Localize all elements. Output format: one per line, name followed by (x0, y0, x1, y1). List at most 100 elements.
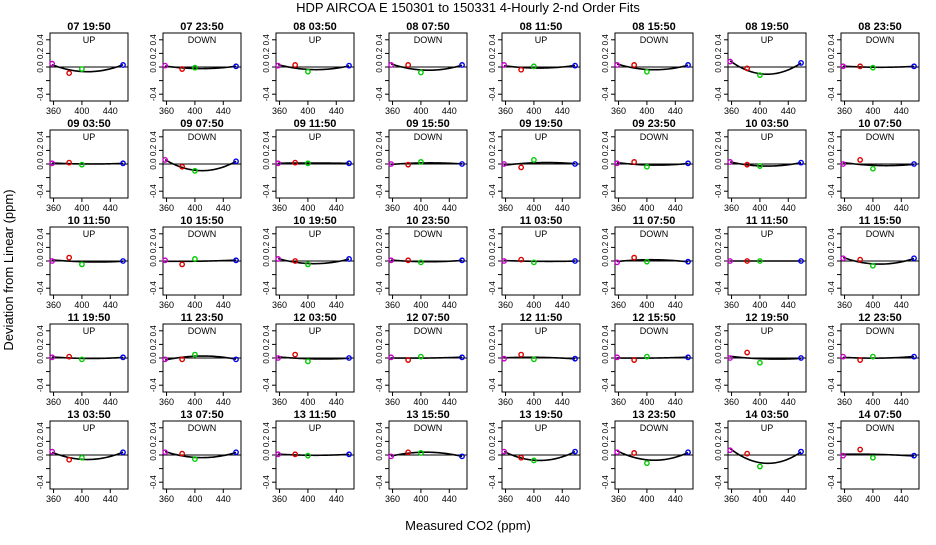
x-tick-label: 360 (46, 494, 61, 504)
x-tick-label: 440 (894, 300, 909, 310)
data-point (389, 454, 393, 458)
data-point (419, 354, 423, 358)
x-tick-label: 360 (611, 397, 626, 407)
y-tick-label: -0.4 (488, 184, 497, 198)
panel-direction-label: UP (83, 229, 96, 239)
data-point (50, 449, 54, 453)
y-tick-label: 0.4 (714, 422, 723, 434)
y-tick-label: -0.4 (714, 475, 723, 489)
x-tick-label: 440 (668, 106, 683, 116)
x-tick-label: 440 (894, 397, 909, 407)
y-tick-label: -0.4 (827, 87, 836, 101)
chart-title: HDP AIRCOA E 150301 to 150331 4-Hourly 2… (296, 0, 640, 15)
y-tick-label: 0.2 (375, 241, 384, 253)
y-tick-label: 0.2 (601, 241, 610, 253)
y-tick-label: 0.2 (488, 435, 497, 447)
x-tick-label: 440 (894, 494, 909, 504)
panel-title: 08 23:50 (858, 21, 901, 33)
x-tick-label: 400 (74, 203, 89, 213)
x-tick-label: 400 (526, 494, 541, 504)
fit-curve (617, 451, 688, 460)
x-tick-label: 400 (865, 203, 880, 213)
y-tick-label: 0.4 (375, 228, 384, 240)
x-tick-label: 440 (103, 106, 118, 116)
y-tick-label: -0.4 (827, 184, 836, 198)
y-tick-label: 0.0 (262, 449, 271, 461)
panel-direction-label: UP (761, 423, 774, 433)
y-tick-label: 0.2 (601, 47, 610, 59)
y-tick-label: -0.4 (36, 378, 45, 392)
y-tick-label: 0.4 (601, 34, 610, 46)
panel-direction-label: DOWN (414, 35, 443, 45)
data-point (406, 162, 410, 166)
panel-title: 12 23:50 (858, 312, 901, 324)
fit-curve (504, 357, 575, 359)
data-point (912, 256, 916, 260)
panel-direction-label: UP (309, 229, 322, 239)
x-tick-label: 440 (103, 397, 118, 407)
y-tick-label: 0.0 (488, 449, 497, 461)
fit-curve (391, 357, 462, 358)
y-tick-label: 0.2 (827, 144, 836, 156)
data-point (234, 357, 238, 361)
y-tick-label: -0.4 (149, 475, 158, 489)
panel-direction-label: UP (83, 132, 96, 142)
y-tick-label: 0.0 (36, 61, 45, 73)
x-tick-label: 440 (781, 397, 796, 407)
y-tick-label: 0.4 (149, 131, 158, 143)
panel-title: 11 23:50 (181, 312, 224, 324)
y-tick-label: 0.4 (714, 131, 723, 143)
x-tick-label: 400 (187, 203, 202, 213)
data-point (193, 457, 197, 461)
x-tick-label: 440 (781, 106, 796, 116)
panel-title: 10 03:50 (745, 118, 788, 130)
fit-curve (391, 452, 462, 456)
y-tick-label: 0.0 (375, 352, 384, 364)
y-tick-label: 0.4 (262, 422, 271, 434)
y-tick-label: 0.4 (36, 325, 45, 337)
panel-direction-label: UP (309, 423, 322, 433)
x-tick-label: 400 (413, 397, 428, 407)
x-tick-label: 440 (216, 300, 231, 310)
panel-direction-label: UP (761, 229, 774, 239)
x-tick-label: 400 (74, 300, 89, 310)
x-tick-label: 400 (639, 397, 654, 407)
data-point (758, 464, 762, 468)
y-tick-label: 0.4 (488, 34, 497, 46)
y-tick-label: -0.4 (488, 475, 497, 489)
panel-direction-label: DOWN (414, 326, 443, 336)
y-tick-label: 0.4 (827, 131, 836, 143)
y-tick-label: 0.4 (375, 131, 384, 143)
y-tick-label: 0.2 (36, 47, 45, 59)
y-tick-label: 0.2 (714, 144, 723, 156)
x-tick-label: 400 (865, 106, 880, 116)
y-tick-label: -0.4 (714, 281, 723, 295)
x-tick-label: 400 (187, 397, 202, 407)
panel-title: 08 19:50 (745, 21, 788, 33)
panel-title: 08 07:50 (406, 21, 449, 33)
data-point (858, 358, 862, 362)
x-tick-label: 440 (668, 397, 683, 407)
data-point (632, 160, 636, 164)
panel-direction-label: DOWN (640, 132, 669, 142)
data-point (799, 449, 803, 453)
y-tick-label: 0.0 (149, 61, 158, 73)
data-point (645, 461, 649, 465)
x-tick-label: 360 (498, 300, 513, 310)
panel-direction-label: DOWN (640, 423, 669, 433)
y-tick-label: 0.2 (36, 144, 45, 156)
y-tick-label: 0.4 (601, 131, 610, 143)
y-tick-label: -0.4 (36, 475, 45, 489)
data-point (180, 357, 184, 361)
y-tick-label: -0.4 (601, 184, 610, 198)
x-tick-label: 440 (555, 494, 570, 504)
panel-title: 11 19:50 (68, 312, 111, 324)
